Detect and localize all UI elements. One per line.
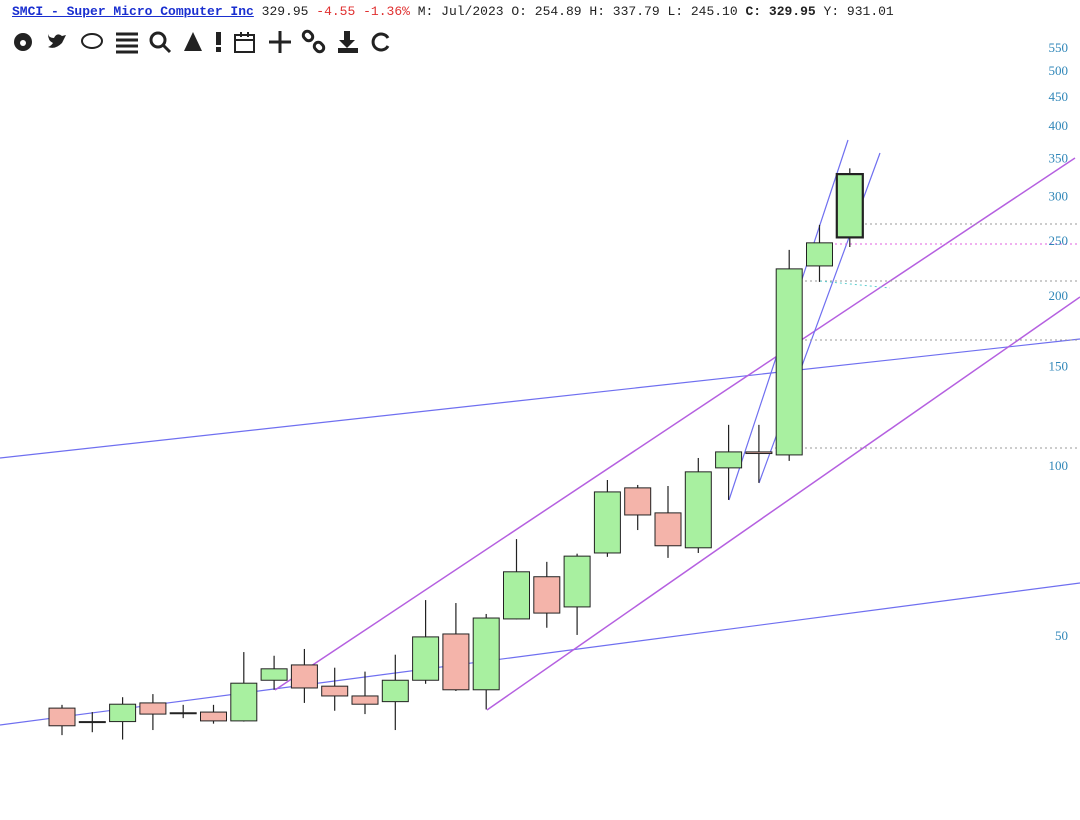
candle-body	[78, 721, 106, 724]
refresh-icon[interactable]	[371, 32, 390, 52]
download-icon[interactable]	[338, 31, 358, 53]
y-tick-label: 50	[1055, 628, 1068, 643]
close-value: 329.95	[768, 4, 816, 19]
candle-body	[503, 571, 530, 620]
candle-body	[412, 636, 440, 681]
y-tick-label: 550	[1049, 40, 1069, 55]
link-icon[interactable]	[301, 29, 326, 54]
annotations	[0, 139, 1080, 726]
candle-body	[684, 471, 712, 549]
candle-body	[806, 242, 833, 267]
comment-icon[interactable]	[81, 33, 103, 49]
candle-body	[109, 703, 137, 723]
candle-body	[563, 555, 591, 608]
candle-body	[260, 668, 288, 681]
candle-body	[139, 702, 167, 715]
year-label: Y: 931.01	[823, 4, 894, 19]
candle-body	[200, 711, 227, 722]
y-tick-label: 500	[1049, 63, 1069, 78]
period: M: Jul/2023	[417, 4, 504, 19]
y-tick-label: 200	[1049, 288, 1069, 303]
close-key: C:	[745, 4, 762, 19]
y-tick-label: 250	[1049, 233, 1069, 248]
change: -4.55	[316, 4, 356, 19]
candle-body	[775, 268, 803, 456]
level-line	[819, 280, 891, 289]
y-tick-label: 100	[1049, 458, 1069, 473]
candle-body	[351, 695, 379, 705]
search-icon[interactable]	[149, 31, 172, 54]
candle-body	[169, 712, 197, 715]
candle-body	[593, 491, 621, 554]
candle-body	[381, 679, 409, 703]
candle-body	[745, 451, 773, 455]
high-label: H: 337.79	[589, 4, 660, 19]
trend-line	[0, 582, 1080, 726]
twitter-icon[interactable]	[48, 34, 66, 48]
y-tick-label: 450	[1049, 89, 1069, 104]
candle-body	[654, 512, 682, 547]
open-label: O: 254.89	[511, 4, 582, 19]
toolbar	[14, 29, 390, 54]
candle-body	[230, 682, 258, 722]
candle-body	[472, 617, 500, 691]
symbol-link[interactable]: SMCI - Super Micro Computer Inc	[12, 4, 254, 19]
low-label: L: 245.10	[667, 4, 738, 19]
y-tick-label: 400	[1049, 118, 1069, 133]
candle-body	[48, 707, 76, 727]
header: SMCI - Super Micro Computer Inc 329.95 -…	[12, 4, 894, 19]
y-tick-label: 150	[1049, 358, 1069, 373]
candle-body	[624, 487, 652, 516]
candle-body	[715, 451, 743, 469]
channel-line	[274, 157, 1076, 691]
calendar-icon[interactable]	[234, 32, 255, 53]
candle-body	[533, 576, 561, 614]
list-icon[interactable]	[116, 32, 138, 54]
candle-body	[835, 172, 864, 239]
candle-body	[321, 685, 349, 697]
candle-body	[290, 664, 318, 689]
y-tick-label: 300	[1049, 188, 1069, 203]
y-tick-label: 350	[1049, 151, 1069, 166]
move-icon[interactable]	[269, 31, 291, 53]
triangle-icon[interactable]	[184, 32, 202, 51]
alert-icon[interactable]	[216, 32, 221, 52]
channel-line	[486, 296, 1080, 711]
last-price: 329.95	[261, 4, 309, 19]
trend-line	[0, 338, 1080, 459]
candle-body	[442, 633, 470, 691]
gauge-icon[interactable]	[14, 33, 32, 51]
change-pct: -1.36%	[363, 4, 410, 19]
